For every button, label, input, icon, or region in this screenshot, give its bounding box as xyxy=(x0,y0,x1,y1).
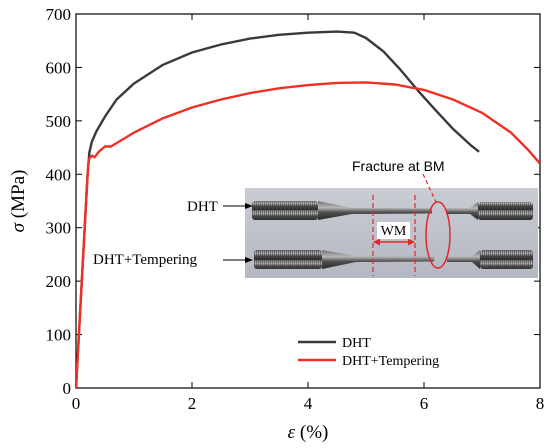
y-tick-label: 300 xyxy=(46,219,72,238)
x-axis-unit: (%) xyxy=(295,422,328,443)
x-tick-label: 4 xyxy=(304,394,313,413)
x-tick-label: 0 xyxy=(72,394,81,413)
y-tick-label: 500 xyxy=(46,112,72,131)
y-tick-label: 400 xyxy=(46,165,72,184)
series-line-dht-tempering xyxy=(76,81,540,388)
label-dht-tempering: DHT+Tempering xyxy=(93,252,198,268)
wm-label-box xyxy=(377,222,410,239)
x-axis-symbol: ε xyxy=(288,422,296,443)
fracture-ellipse xyxy=(425,201,451,269)
x-axis-label: ε (%) xyxy=(288,422,329,443)
arrowhead-dht-tempering xyxy=(245,257,253,263)
wm-label: WM xyxy=(381,224,407,239)
specimen-dht-tempering xyxy=(254,250,533,269)
x-tick-label: 2 xyxy=(188,394,197,413)
axis-ticks: 0 2 4 6 8 0 100 200 300 400 500 600 700 xyxy=(46,5,545,413)
wm-arrowhead-right xyxy=(408,238,415,246)
wm-arrowhead-left xyxy=(373,238,380,246)
y-tick-label: 100 xyxy=(46,326,72,345)
legend: DHT DHT+Tempering xyxy=(298,336,439,369)
label-dht: DHT xyxy=(187,199,218,215)
y-tick-label: 600 xyxy=(46,58,72,77)
y-axis-label: σ (MPa) xyxy=(8,170,29,233)
x-tick-label: 8 xyxy=(536,394,545,413)
arrowhead-dht xyxy=(245,203,253,209)
legend-label-dht-tempering: DHT+Tempering xyxy=(342,354,439,369)
specimen-photo: WM xyxy=(245,173,538,278)
y-tick-label: 200 xyxy=(46,272,72,291)
specimen-dht xyxy=(252,201,533,220)
fracture-pointer xyxy=(422,173,437,203)
y-tick-label: 700 xyxy=(46,5,72,24)
y-axis-unit: (MPa) xyxy=(8,170,29,223)
fracture-annotation: Fracture at BM xyxy=(352,158,445,174)
legend-label-dht: DHT xyxy=(342,336,371,351)
x-tick-label: 6 xyxy=(420,394,429,413)
y-axis-symbol: σ xyxy=(8,222,29,232)
y-tick-label: 0 xyxy=(63,379,72,398)
